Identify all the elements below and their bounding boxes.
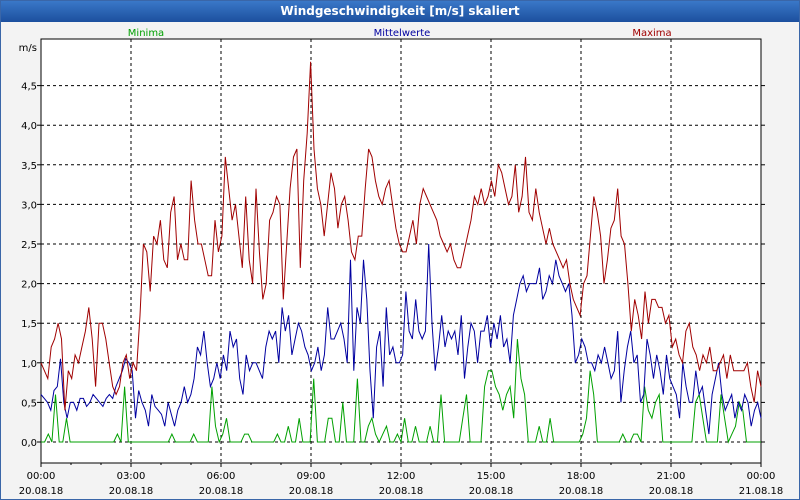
x-tick-time: 09:00 — [297, 471, 326, 482]
legend-mittelwerte: Mittelwerte — [374, 28, 431, 39]
x-tick-time: 12:00 — [387, 471, 416, 482]
x-tick-date: 20.08.18 — [559, 486, 604, 497]
x-tick-time: 06:00 — [207, 471, 236, 482]
y-tick-label: 0,5 — [21, 398, 37, 409]
y-tick-label: 3,5 — [21, 161, 37, 172]
x-tick-time: 18:00 — [567, 471, 596, 482]
x-tick-date: 20.08.18 — [289, 486, 334, 497]
x-tick-date: 20.08.18 — [469, 486, 514, 497]
y-tick-label: 1,5 — [21, 319, 37, 330]
x-tick-time: 00:00 — [747, 471, 776, 482]
y-tick-label: 0,0 — [21, 438, 37, 449]
legend-maxima: Maxima — [632, 28, 671, 39]
x-tick-date: 20.08.18 — [109, 486, 154, 497]
window-title: Windgeschwindigkeit [m/s] skaliert — [1, 1, 799, 22]
y-tick-label: 1,0 — [21, 359, 37, 370]
x-tick-date: 20.08.18 — [649, 486, 694, 497]
x-tick-time: 00:00 — [27, 471, 56, 482]
legend-minima: Minima — [128, 28, 164, 39]
x-tick-date: 20.08.18 — [199, 486, 244, 497]
y-tick-label: 4,5 — [21, 82, 37, 93]
x-tick-time: 21:00 — [657, 471, 686, 482]
x-tick-time: 03:00 — [117, 471, 146, 482]
wind-speed-chart: 0,0 0,5 1,0 1,5 2,0 2,5 3,0 3,5 4,0 4,5 m/s 00:00 20… — [19, 28, 784, 497]
x-tick-date: 20.08.18 — [379, 486, 424, 497]
x-tick-time: 15:00 — [477, 471, 506, 482]
chart-area: 0,0 0,5 1,0 1,5 2,0 2,5 3,0 3,5 4,0 4,5 m/s 00:00 20… — [1, 22, 799, 499]
y-tick-label: 4,0 — [21, 121, 37, 132]
maxima-line — [40, 61, 762, 411]
y-tick-label: 2,0 — [21, 280, 37, 291]
y-tick-label: 2,5 — [21, 240, 37, 251]
minima-line — [41, 338, 761, 444]
y-tick-label: 3,0 — [21, 200, 37, 211]
y-axis-label: m/s — [19, 43, 37, 54]
window-title-text: Windgeschwindigkeit [m/s] skaliert — [280, 4, 520, 18]
x-tick-date: 20.08.18 — [19, 486, 64, 497]
x-tick-date: 21.08.18 — [739, 486, 784, 497]
mittelwerte-line — [40, 243, 762, 435]
